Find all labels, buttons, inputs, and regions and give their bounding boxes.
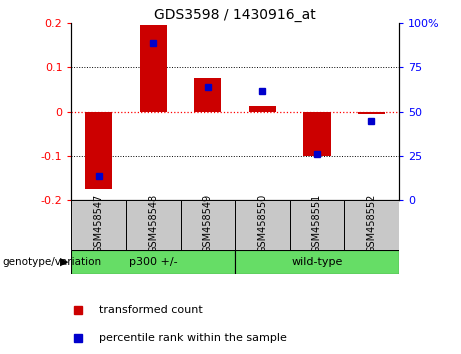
Text: wild-type: wild-type bbox=[291, 257, 343, 267]
Bar bbox=[71, 250, 235, 274]
Text: GSM458552: GSM458552 bbox=[366, 194, 377, 253]
Bar bbox=[358, 112, 385, 114]
Text: GSM458551: GSM458551 bbox=[312, 194, 322, 253]
Bar bbox=[249, 106, 276, 112]
Text: ▶: ▶ bbox=[60, 257, 68, 267]
Bar bbox=[194, 78, 221, 112]
Bar bbox=[235, 250, 399, 274]
Bar bbox=[71, 200, 126, 250]
Text: p300 +/-: p300 +/- bbox=[129, 257, 177, 267]
Text: percentile rank within the sample: percentile rank within the sample bbox=[99, 333, 287, 343]
Text: GSM458549: GSM458549 bbox=[203, 194, 213, 253]
Bar bbox=[290, 200, 344, 250]
Text: GSM458547: GSM458547 bbox=[94, 194, 104, 253]
Bar bbox=[126, 200, 181, 250]
Bar bbox=[235, 200, 290, 250]
Text: genotype/variation: genotype/variation bbox=[2, 257, 101, 267]
Text: GSM458548: GSM458548 bbox=[148, 194, 158, 253]
Bar bbox=[344, 200, 399, 250]
Text: transformed count: transformed count bbox=[99, 305, 203, 315]
Bar bbox=[181, 200, 235, 250]
Bar bbox=[303, 112, 331, 156]
Title: GDS3598 / 1430916_at: GDS3598 / 1430916_at bbox=[154, 8, 316, 22]
Bar bbox=[140, 25, 167, 112]
Bar bbox=[85, 112, 112, 189]
Text: GSM458550: GSM458550 bbox=[257, 194, 267, 253]
